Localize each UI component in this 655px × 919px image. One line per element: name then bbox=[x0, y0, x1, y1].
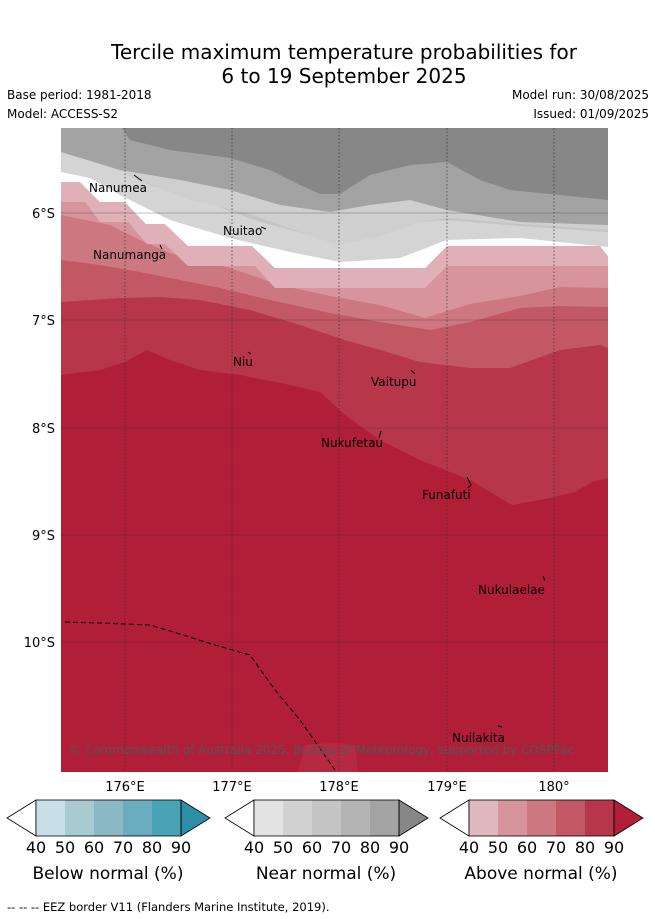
place-label-nukulaelae: Nukulaelae bbox=[478, 583, 545, 597]
lat-tick: 9°S bbox=[32, 529, 55, 544]
place-label-nanumea: Nanumea bbox=[89, 181, 147, 195]
lat-tick: 8°S bbox=[32, 422, 55, 437]
colorbar-tick-label: 90 bbox=[170, 838, 192, 857]
colorbar-above-title: Above normal (%) bbox=[464, 864, 618, 884]
colorbar-tick-label: 50 bbox=[272, 838, 294, 857]
probability-map: Nanumea Nuitao Nanumanga Niu Vaitupu Nuk… bbox=[24, 128, 608, 795]
colorbars bbox=[6, 799, 644, 837]
colorbar-tick-label: 50 bbox=[54, 838, 76, 857]
copyright-text: © Commonwealth of Australia 2025, Bureau… bbox=[69, 743, 575, 757]
colorbar-tick-label: 50 bbox=[487, 838, 509, 857]
longitude-ticks: 176°E 177°E 178°E 179°E 180° bbox=[105, 780, 569, 795]
lon-tick: 178°E bbox=[319, 780, 359, 795]
colorbar-tick-label: 60 bbox=[516, 838, 538, 857]
eez-footer-note: -- -- -- EEZ border V11 (Flanders Marine… bbox=[7, 900, 330, 914]
place-label-nukufetau: Nukufetau bbox=[321, 436, 383, 450]
lon-tick: 180° bbox=[538, 780, 569, 795]
colorbar-segment bbox=[527, 800, 556, 836]
colorbar-tick-label: 70 bbox=[545, 838, 567, 857]
colorbar-segment bbox=[36, 800, 65, 836]
colorbar-below bbox=[6, 799, 211, 837]
place-label-nuitao: Nuitao bbox=[223, 224, 262, 238]
colorbar-extend-high bbox=[180, 799, 211, 837]
latitude-ticks: 6°S 7°S 8°S 9°S 10°S bbox=[24, 207, 55, 651]
colorbar-outline bbox=[35, 799, 182, 837]
lat-tick: 7°S bbox=[32, 314, 55, 329]
model-text: Model: ACCESS-S2 bbox=[7, 107, 119, 121]
colorbar-extend-low bbox=[439, 799, 470, 837]
place-label-niu: Niu bbox=[233, 355, 253, 369]
region-near-80 bbox=[122, 128, 608, 200]
lat-tick: 6°S bbox=[32, 207, 55, 222]
colorbar-tick-label: 60 bbox=[83, 838, 105, 857]
colorbar-segment bbox=[341, 800, 370, 836]
graticule bbox=[124, 128, 555, 772]
lon-tick: 179°E bbox=[427, 780, 467, 795]
place-labels: Nanumea Nuitao Nanumanga Niu Vaitupu Nuk… bbox=[89, 181, 545, 745]
colorbar-tick-label: 80 bbox=[141, 838, 163, 857]
colorbar-tick-label: 40 bbox=[458, 838, 480, 857]
colorbar-segment bbox=[123, 800, 152, 836]
colorbar-segment bbox=[283, 800, 312, 836]
eez-border-line bbox=[64, 621, 336, 771]
colorbar-tick-label: 90 bbox=[603, 838, 625, 857]
issued-text: Issued: 01/09/2025 bbox=[533, 107, 649, 121]
chart-title: Tercile maximum temperature probabilitie… bbox=[0, 40, 655, 88]
colorbar-segment bbox=[556, 800, 585, 836]
colorbar-segment bbox=[469, 800, 498, 836]
colorbar-segment bbox=[312, 800, 341, 836]
lon-tick: 177°E bbox=[212, 780, 252, 795]
colorbar-near-title: Near normal (%) bbox=[255, 864, 397, 884]
colorbar-segment bbox=[254, 800, 283, 836]
place-label-nanumanga: Nanumanga bbox=[93, 248, 166, 262]
colorbar-segment bbox=[370, 800, 399, 836]
colorbar-segment bbox=[498, 800, 527, 836]
colorbar-near bbox=[224, 799, 429, 837]
colorbar-tick-label: 80 bbox=[574, 838, 596, 857]
model-run-text: Model run: 30/08/2025 bbox=[511, 88, 649, 102]
colorbar-extend-low bbox=[224, 799, 255, 837]
colorbar-extend-high bbox=[613, 799, 644, 837]
lon-tick: 176°E bbox=[105, 780, 145, 795]
place-label-nuilakita: Nuilakita bbox=[452, 731, 505, 745]
colorbar-outline bbox=[253, 799, 400, 837]
colorbar-tick-label: 70 bbox=[112, 838, 134, 857]
place-label-vaitupu: Vaitupu bbox=[371, 375, 417, 389]
colorbar-segment bbox=[152, 800, 181, 836]
colorbar-segment bbox=[585, 800, 614, 836]
lat-tick: 10°S bbox=[24, 636, 55, 651]
title-line-2: 6 to 19 September 2025 bbox=[221, 64, 467, 88]
colorbar-tick-label: 80 bbox=[359, 838, 381, 857]
colorbar-outline bbox=[468, 799, 615, 837]
colorbar-extend-low bbox=[6, 799, 37, 837]
island-outlines bbox=[133, 174, 546, 728]
colorbar-tick-label: 40 bbox=[25, 838, 47, 857]
base-period-text: Base period: 1981-2018 bbox=[7, 88, 152, 102]
place-label-funafuti: Funafuti bbox=[422, 488, 471, 502]
colorbar-tick-label: 90 bbox=[388, 838, 410, 857]
colorbar-above bbox=[439, 799, 644, 837]
title-line-1: Tercile maximum temperature probabilitie… bbox=[111, 40, 577, 64]
colorbar-below-title: Below normal (%) bbox=[32, 864, 184, 884]
colorbar-extend-high bbox=[398, 799, 429, 837]
colorbar-segment bbox=[94, 800, 123, 836]
colorbar-segment bbox=[65, 800, 94, 836]
colorbar-tick-label: 40 bbox=[243, 838, 265, 857]
colorbar-tick-label: 60 bbox=[301, 838, 323, 857]
colorbar-tick-label: 70 bbox=[330, 838, 352, 857]
